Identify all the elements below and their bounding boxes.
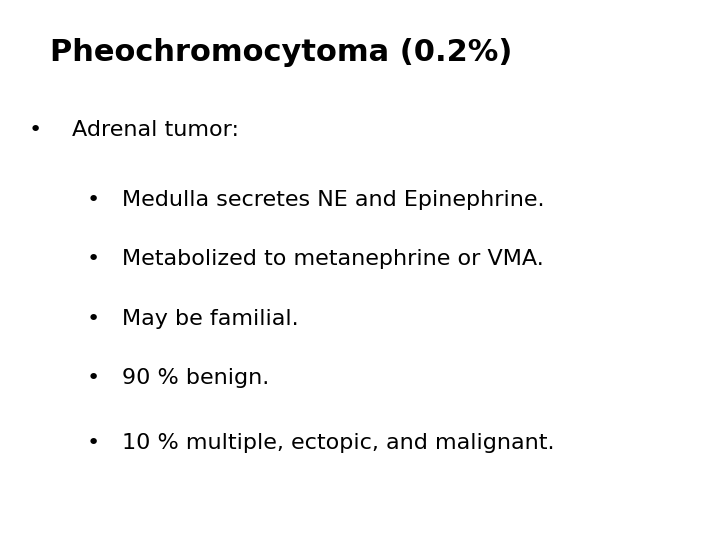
Text: 90 % benign.: 90 % benign. <box>122 368 270 388</box>
Text: Adrenal tumor:: Adrenal tumor: <box>72 119 239 140</box>
Text: •: • <box>29 119 42 140</box>
Text: •: • <box>86 308 99 329</box>
Text: •: • <box>86 249 99 269</box>
Text: •: • <box>86 368 99 388</box>
Text: Medulla secretes NE and Epinephrine.: Medulla secretes NE and Epinephrine. <box>122 190 545 210</box>
Text: •: • <box>86 433 99 453</box>
Text: Metabolized to metanephrine or VMA.: Metabolized to metanephrine or VMA. <box>122 249 544 269</box>
Text: Pheochromocytoma (0.2%): Pheochromocytoma (0.2%) <box>50 38 513 67</box>
Text: •: • <box>86 190 99 210</box>
Text: May be familial.: May be familial. <box>122 308 299 329</box>
Text: 10 % multiple, ectopic, and malignant.: 10 % multiple, ectopic, and malignant. <box>122 433 555 453</box>
